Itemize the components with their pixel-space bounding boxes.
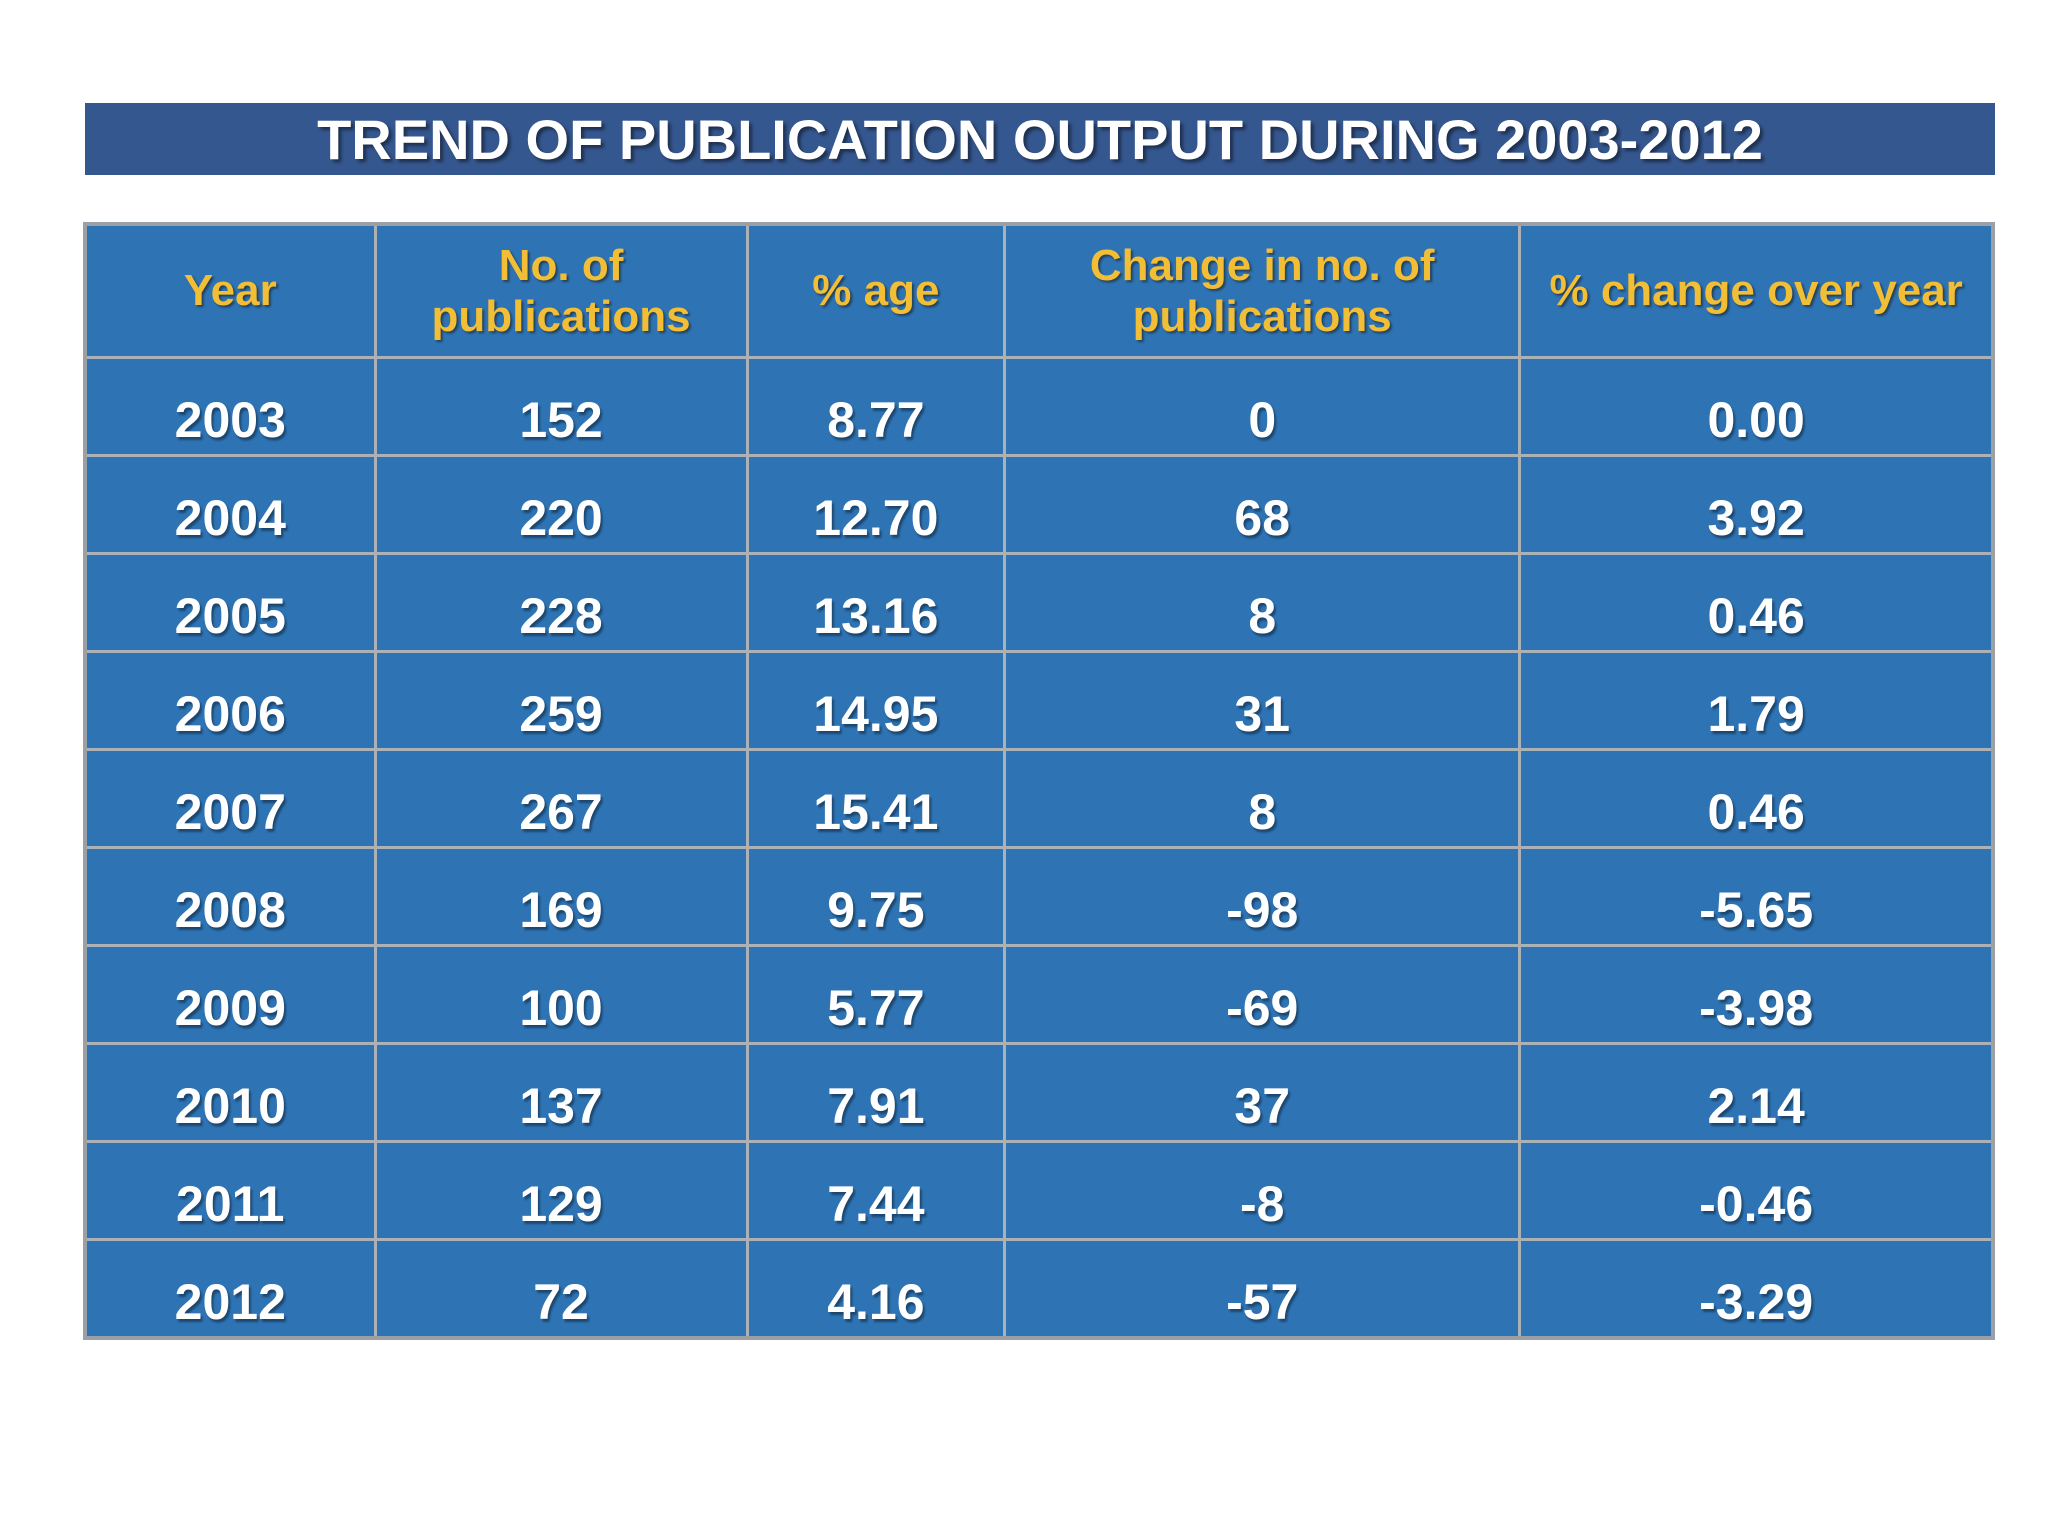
table-row-2007: 2007 267 15.41 8 0.46 — [83, 748, 1995, 849]
cell-2006-no-of-publications: 259 — [373, 650, 749, 751]
cell-2007-pct-age: 15.41 — [745, 748, 1007, 849]
cell-2010-no-of-publications: 137 — [373, 1042, 749, 1143]
cell-2009-change-in-no-of-publications: -69 — [1003, 944, 1522, 1045]
cell-2011-pct-change-over-year: -0.46 — [1518, 1140, 1995, 1241]
table-row-2012: 2012 72 4.16 -57 -3.29 — [83, 1238, 1995, 1340]
publication-table-container: Year No. of publications% age Change in no… — [83, 222, 1995, 1340]
cell-2010-pct-age: 7.91 — [745, 1042, 1007, 1143]
cell-2005-year: 2005 — [83, 552, 377, 653]
table-row-2008: 2008 169 9.75 -98 -5.65 — [83, 846, 1995, 947]
cell-2009-year: 2009 — [83, 944, 377, 1045]
cell-2012-year: 2012 — [83, 1238, 377, 1340]
table-row-2009: 2009 100 5.77 -69 -3.98 — [83, 944, 1995, 1045]
column-header-pct-change-over-year: % change over year — [1518, 222, 1995, 359]
cell-2012-pct-change-over-year: -3.29 — [1518, 1238, 1995, 1340]
cell-2005-no-of-publications: 228 — [373, 552, 749, 653]
cell-2011-no-of-publications: 129 — [373, 1140, 749, 1241]
cell-2004-year: 2004 — [83, 454, 377, 555]
cell-2008-year: 2008 — [83, 846, 377, 947]
cell-2011-year: 2011 — [83, 1140, 377, 1241]
cell-2006-pct-change-over-year: 1.79 — [1518, 650, 1995, 751]
cell-2009-pct-change-over-year: -3.98 — [1518, 944, 1995, 1045]
cell-2010-change-in-no-of-publications: 37 — [1003, 1042, 1522, 1143]
table-row-2004: 2004 220 12.70 68 3.92 — [83, 454, 1995, 555]
cell-2003-change-in-no-of-publications: 0 — [1003, 356, 1522, 457]
cell-2008-no-of-publications: 169 — [373, 846, 749, 947]
cell-2005-change-in-no-of-publications: 8 — [1003, 552, 1522, 653]
cell-2004-no-of-publications: 220 — [373, 454, 749, 555]
table-header: Year No. of publications% age Change in no… — [83, 222, 1995, 359]
cell-2007-year: 2007 — [83, 748, 377, 849]
table-row-2006: 2006 259 14.95 31 1.79 — [83, 650, 1995, 751]
cell-2012-no-of-publications: 72 — [373, 1238, 749, 1340]
cell-2007-change-in-no-of-publications: 8 — [1003, 748, 1522, 849]
cell-2003-pct-age: 8.77 — [745, 356, 1007, 457]
cell-2004-pct-age: 12.70 — [745, 454, 1007, 555]
column-header-change-in-no-of-publications: Change in no. of publications — [1003, 222, 1522, 359]
cell-2008-pct-change-over-year: -5.65 — [1518, 846, 1995, 947]
cell-2003-pct-change-over-year: 0.00 — [1518, 356, 1995, 457]
column-header-pct-age: % age — [745, 222, 1007, 359]
cell-2008-pct-age: 9.75 — [745, 846, 1007, 947]
column-header-year: Year — [83, 222, 377, 359]
column-header-no-of-publications: No. of publications — [373, 222, 749, 359]
cell-2008-change-in-no-of-publications: -98 — [1003, 846, 1522, 947]
cell-2012-change-in-no-of-publications: -57 — [1003, 1238, 1522, 1340]
table-row-2011: 2011 129 7.44 -8 -0.46 — [83, 1140, 1995, 1241]
cell-2003-no-of-publications: 152 — [373, 356, 749, 457]
publication-trend-table: Year No. of publications% age Change in no… — [83, 222, 1995, 1340]
cell-2004-change-in-no-of-publications: 68 — [1003, 454, 1522, 555]
cell-2010-year: 2010 — [83, 1042, 377, 1143]
cell-2007-no-of-publications: 267 — [373, 748, 749, 849]
cell-2012-pct-age: 4.16 — [745, 1238, 1007, 1340]
cell-2011-pct-age: 7.44 — [745, 1140, 1007, 1241]
cell-2007-pct-change-over-year: 0.46 — [1518, 748, 1995, 849]
cell-2003-year: 2003 — [83, 356, 377, 457]
cell-2005-pct-age: 13.16 — [745, 552, 1007, 653]
cell-2006-change-in-no-of-publications: 31 — [1003, 650, 1522, 751]
table-row-2003: 2003 152 8.77 0 0.00 — [83, 356, 1995, 457]
header-row: Year No. of publications% age Change in no… — [83, 222, 1995, 359]
cell-2006-year: 2006 — [83, 650, 377, 751]
cell-2010-pct-change-over-year: 2.14 — [1518, 1042, 1995, 1143]
table-row-2010: 2010 137 7.91 37 2.14 — [83, 1042, 1995, 1143]
cell-2004-pct-change-over-year: 3.92 — [1518, 454, 1995, 555]
title-banner: TREND OF PUBLICATION OUTPUT DURING 2003-… — [85, 103, 1995, 175]
page-title: TREND OF PUBLICATION OUTPUT DURING 2003-… — [317, 107, 1763, 171]
cell-2009-pct-age: 5.77 — [745, 944, 1007, 1045]
cell-2005-pct-change-over-year: 0.46 — [1518, 552, 1995, 653]
cell-2011-change-in-no-of-publications: -8 — [1003, 1140, 1522, 1241]
cell-2009-no-of-publications: 100 — [373, 944, 749, 1045]
table-row-2005: 2005 228 13.16 8 0.46 — [83, 552, 1995, 653]
table-body: 2003 152 8.77 0 0.00 2004 220 12.70 68 3.92 2005 22… — [83, 356, 1995, 1340]
cell-2006-pct-age: 14.95 — [745, 650, 1007, 751]
